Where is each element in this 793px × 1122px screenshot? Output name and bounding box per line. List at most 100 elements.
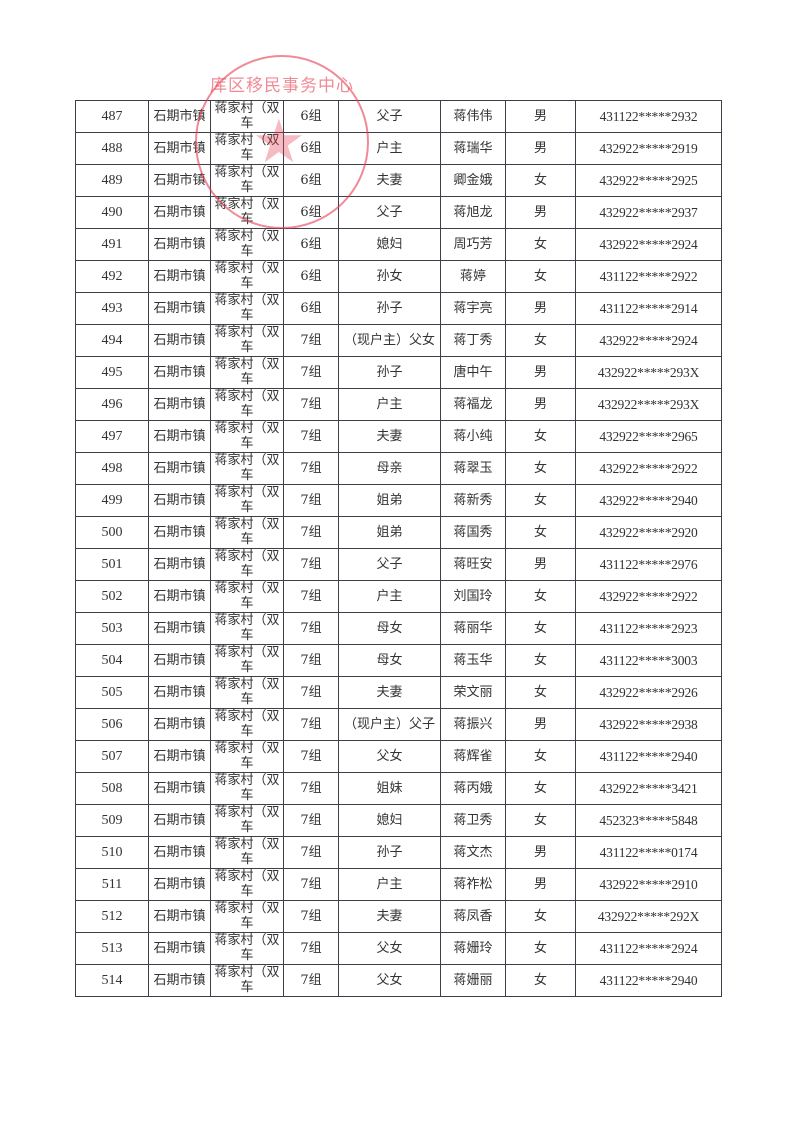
- village-cell: 蒋家村（双车: [210, 324, 284, 357]
- table-row: 506 石期市镇 蒋家村（双车 7组 （现户主）父子 蒋振兴男 432922*****293…: [75, 708, 722, 741]
- sex-cell: 女: [505, 420, 576, 453]
- row-number: 511: [75, 868, 149, 901]
- table-row: 512 石期市镇 蒋家村（双车 7组 夫妻 蒋凤香女 432922*****292X: [75, 900, 722, 933]
- group-cell: 7组: [283, 452, 339, 485]
- name-cell: 卿金娥: [440, 164, 506, 197]
- town-cell: 石期市镇: [148, 324, 211, 357]
- town-cell: 石期市镇: [148, 420, 211, 453]
- name-cell: 蒋小纯: [440, 420, 506, 453]
- name-cell: 蒋伟伟: [440, 100, 506, 133]
- row-number: 492: [75, 260, 149, 293]
- name-cell: 蒋新秀: [440, 484, 506, 517]
- relation-cell: 夫妻: [338, 900, 441, 933]
- relation-cell: 姐弟: [338, 516, 441, 549]
- row-number: 501: [75, 548, 149, 581]
- village-text: 蒋家村（双车: [214, 165, 280, 196]
- name-cell: 蒋宇亮: [440, 292, 506, 325]
- name-cell: 蒋旭龙: [440, 196, 506, 229]
- group-cell: 7组: [283, 676, 339, 709]
- town-cell: 石期市镇: [148, 964, 211, 997]
- village-cell: 蒋家村（双车: [210, 676, 284, 709]
- sex-cell: 男: [505, 548, 576, 581]
- sex-cell: 女: [505, 516, 576, 549]
- relation-cell: 孙子: [338, 292, 441, 325]
- village-text: 蒋家村（双车: [214, 389, 280, 420]
- sex-cell: 女: [505, 644, 576, 677]
- table-row: 499 石期市镇 蒋家村（双车 7组 姐弟 蒋新秀女 432922*****2940: [75, 484, 722, 517]
- group-cell: 7组: [283, 548, 339, 581]
- row-number: 490: [75, 196, 149, 229]
- relation-cell: 户主: [338, 868, 441, 901]
- village-cell: 蒋家村（双车: [210, 644, 284, 677]
- id-number-cell: 432922*****2940: [575, 484, 722, 517]
- group-cell: 7组: [283, 516, 339, 549]
- village-text: 蒋家村（双车: [214, 677, 280, 708]
- relation-cell: 媳妇: [338, 228, 441, 261]
- table-row: 488 石期市镇 蒋家村（双车 6组 户主 蒋瑞华男 432922*****2919: [75, 132, 722, 165]
- sex-cell: 男: [505, 100, 576, 133]
- sex-cell: 男: [505, 388, 576, 421]
- town-cell: 石期市镇: [148, 612, 211, 645]
- id-number-cell: 431122*****2940: [575, 964, 722, 997]
- id-number-cell: 431122*****2922: [575, 260, 722, 293]
- village-text: 蒋家村（双车: [214, 965, 280, 996]
- village-text: 蒋家村（双车: [214, 261, 280, 292]
- relation-cell: 父女: [338, 964, 441, 997]
- relation-cell: 父子: [338, 196, 441, 229]
- village-cell: 蒋家村（双车: [210, 420, 284, 453]
- village-cell: 蒋家村（双车: [210, 484, 284, 517]
- id-number-cell: 432922*****2926: [575, 676, 722, 709]
- row-number: 514: [75, 964, 149, 997]
- sex-cell: 男: [505, 196, 576, 229]
- table-row: 495 石期市镇 蒋家村（双车 7组 孙子 唐中午男 432922*****293X: [75, 356, 722, 389]
- village-cell: 蒋家村（双车: [210, 260, 284, 293]
- relation-cell: 媳妇: [338, 804, 441, 837]
- village-cell: 蒋家村（双车: [210, 164, 284, 197]
- id-number-cell: 432922*****2965: [575, 420, 722, 453]
- village-cell: 蒋家村（双车: [210, 772, 284, 805]
- relation-cell: 父子: [338, 548, 441, 581]
- table-row: 514 石期市镇 蒋家村（双车 7组 父女 蒋姗丽女 431122*****2940: [75, 964, 722, 997]
- sex-cell: 男: [505, 868, 576, 901]
- group-cell: 7组: [283, 932, 339, 965]
- table-body: 487 石期市镇 蒋家村（双车 6组 父子 蒋伟伟男 431122*****2932 488 石…: [75, 100, 722, 997]
- table-row: 492 石期市镇 蒋家村（双车 6组 孙女 蒋婷女 431122*****2922: [75, 260, 722, 293]
- sex-cell: 女: [505, 772, 576, 805]
- town-cell: 石期市镇: [148, 228, 211, 261]
- resident-table: 487 石期市镇 蒋家村（双车 6组 父子 蒋伟伟男 431122*****2932 488 石…: [75, 100, 722, 997]
- id-number-cell: 431122*****2940: [575, 740, 722, 773]
- town-cell: 石期市镇: [148, 644, 211, 677]
- id-number-cell: 431122*****2923: [575, 612, 722, 645]
- id-number-cell: 432922*****2920: [575, 516, 722, 549]
- name-cell: 蒋姗玲: [440, 932, 506, 965]
- id-number-cell: 431122*****2914: [575, 292, 722, 325]
- village-cell: 蒋家村（双车: [210, 900, 284, 933]
- village-cell: 蒋家村（双车: [210, 132, 284, 165]
- sex-cell: 女: [505, 164, 576, 197]
- table-row: 494 石期市镇 蒋家村（双车 7组 （现户主）父女 蒋丁秀女 432922*****292…: [75, 324, 722, 357]
- row-number: 510: [75, 836, 149, 869]
- relation-cell: 户主: [338, 132, 441, 165]
- table-row: 511 石期市镇 蒋家村（双车 7组 户主 蒋祚松男 432922*****2910: [75, 868, 722, 901]
- group-cell: 7组: [283, 804, 339, 837]
- relation-cell: （现户主）父女: [338, 324, 441, 357]
- town-cell: 石期市镇: [148, 452, 211, 485]
- row-number: 503: [75, 612, 149, 645]
- row-number: 512: [75, 900, 149, 933]
- name-cell: 荣文丽: [440, 676, 506, 709]
- village-cell: 蒋家村（双车: [210, 452, 284, 485]
- table-row: 501 石期市镇 蒋家村（双车 7组 父子 蒋旺安男 431122*****2976: [75, 548, 722, 581]
- name-cell: 蒋文杰: [440, 836, 506, 869]
- village-text: 蒋家村（双车: [214, 197, 280, 228]
- row-number: 499: [75, 484, 149, 517]
- id-number-cell: 431122*****2976: [575, 548, 722, 581]
- name-cell: 唐中午: [440, 356, 506, 389]
- group-cell: 7组: [283, 484, 339, 517]
- group-cell: 7组: [283, 836, 339, 869]
- village-text: 蒋家村（双车: [214, 581, 280, 612]
- village-text: 蒋家村（双车: [214, 933, 280, 964]
- village-text: 蒋家村（双车: [214, 293, 280, 324]
- town-cell: 石期市镇: [148, 548, 211, 581]
- town-cell: 石期市镇: [148, 516, 211, 549]
- row-number: 506: [75, 708, 149, 741]
